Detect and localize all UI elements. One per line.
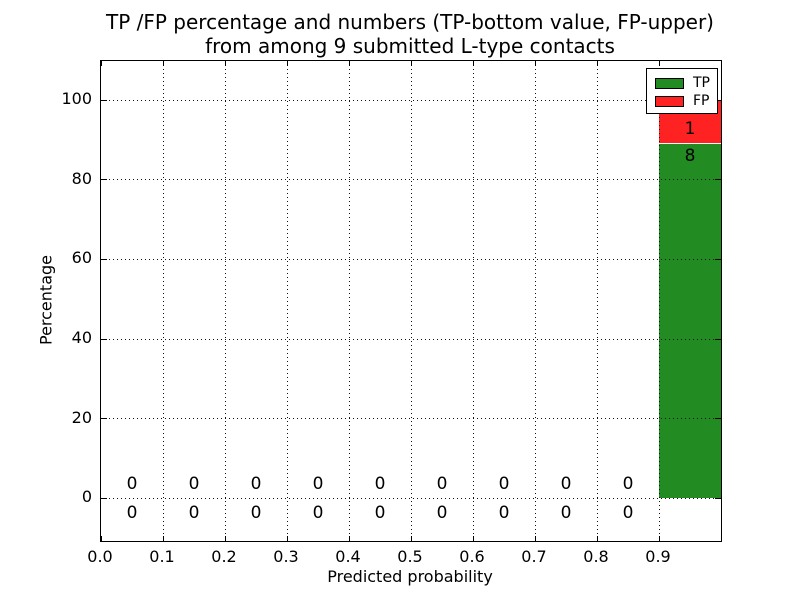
fp-count-label: 0	[126, 473, 138, 494]
y-tick	[101, 338, 107, 340]
x-tick-label: 0.0	[87, 547, 113, 566]
x-tick-label: 0.8	[583, 547, 609, 566]
fp-count-label: 1	[684, 119, 696, 140]
x-tick	[534, 536, 536, 541]
x-tick	[286, 61, 288, 66]
chart-title: TP /FP percentage and numbers (TP-bottom…	[20, 10, 800, 58]
x-tick	[410, 61, 412, 66]
tp-count-label: 0	[436, 502, 448, 523]
fp-count-label: 0	[188, 473, 200, 494]
x-tick	[472, 536, 474, 541]
x-tick	[100, 61, 102, 66]
tp-legend-swatch	[655, 77, 684, 89]
fp-count-label: 0	[560, 473, 572, 494]
x-tick	[162, 61, 164, 66]
chart-title-line1: TP /FP percentage and numbers (TP-bottom…	[106, 10, 714, 34]
v-gridline	[534, 61, 536, 541]
tp-count-label: 0	[374, 502, 386, 523]
tp-count-label: 0	[312, 502, 324, 523]
v-gridline	[410, 61, 412, 541]
y-tick	[101, 179, 107, 181]
legend-entry-fp: FP	[655, 92, 717, 110]
fp-count-label: 0	[250, 473, 262, 494]
tp-count-label: 0	[622, 502, 634, 523]
v-gridline	[162, 61, 164, 541]
x-tick-label: 0.5	[397, 547, 423, 566]
x-tick-label: 0.9	[645, 547, 671, 566]
y-tick-label: 40	[71, 328, 92, 348]
y-tick	[101, 258, 107, 260]
y-tick	[715, 338, 721, 340]
y-tick	[715, 418, 721, 420]
x-tick	[348, 61, 350, 66]
y-tick	[101, 99, 107, 101]
x-tick	[596, 536, 598, 541]
v-gridline	[658, 61, 660, 541]
tp-count-label: 0	[188, 502, 200, 523]
y-tick	[101, 497, 107, 499]
x-tick	[410, 536, 412, 541]
tp-bar-segment	[659, 144, 721, 499]
legend: TP FP	[646, 68, 718, 114]
x-tick	[348, 536, 350, 541]
y-tick	[715, 497, 721, 499]
chart-title-line2: from among 9 submitted L-type contacts	[205, 34, 615, 58]
y-tick	[715, 179, 721, 181]
x-tick-label: 0.1	[149, 547, 175, 566]
tp-count-label: 0	[250, 502, 262, 523]
v-gridline	[348, 61, 350, 541]
fp-count-label: 0	[312, 473, 324, 494]
x-axis-label: Predicted probability	[327, 567, 493, 586]
y-tick-label: 0	[81, 487, 92, 507]
plot-area: TP FP 0 0 0 0 0 0 0 0 0 0 0 0 0 0 0 0 0 0 1 8	[100, 60, 722, 542]
x-tick-label: 0.3	[273, 547, 299, 566]
v-gridline	[224, 61, 226, 541]
y-tick-label: 20	[71, 407, 92, 427]
x-tick	[286, 536, 288, 541]
y-tick	[101, 418, 107, 420]
tp-legend-label: TP	[693, 75, 710, 91]
y-tick	[715, 258, 721, 260]
tp-count-label: 0	[498, 502, 510, 523]
x-tick-label: 0.2	[211, 547, 237, 566]
x-tick	[534, 61, 536, 66]
v-gridline	[286, 61, 288, 541]
v-gridline	[596, 61, 598, 541]
x-tick	[596, 61, 598, 66]
v-gridline	[472, 61, 474, 541]
x-tick	[658, 61, 660, 66]
tp-count-label: 0	[560, 502, 572, 523]
fp-legend-swatch	[655, 95, 684, 107]
fp-count-label: 0	[436, 473, 448, 494]
fp-legend-label: FP	[693, 93, 710, 109]
legend-entry-tp: TP	[655, 74, 717, 92]
x-tick-label: 0.7	[521, 547, 547, 566]
y-tick-label: 100	[61, 89, 92, 109]
x-tick	[658, 536, 660, 541]
tp-count-label: 0	[126, 502, 138, 523]
y-tick	[715, 99, 721, 101]
fp-count-label: 0	[622, 473, 634, 494]
x-tick	[100, 536, 102, 541]
tp-count-label: 8	[684, 146, 696, 167]
fp-count-label: 0	[498, 473, 510, 494]
x-tick	[472, 61, 474, 66]
x-tick	[224, 536, 226, 541]
x-tick	[224, 61, 226, 66]
x-tick-label: 0.4	[335, 547, 361, 566]
x-tick-label: 0.6	[459, 547, 485, 566]
fp-count-label: 0	[374, 473, 386, 494]
y-tick-label: 60	[71, 248, 92, 268]
y-tick-label: 80	[71, 168, 92, 188]
x-tick	[162, 536, 164, 541]
